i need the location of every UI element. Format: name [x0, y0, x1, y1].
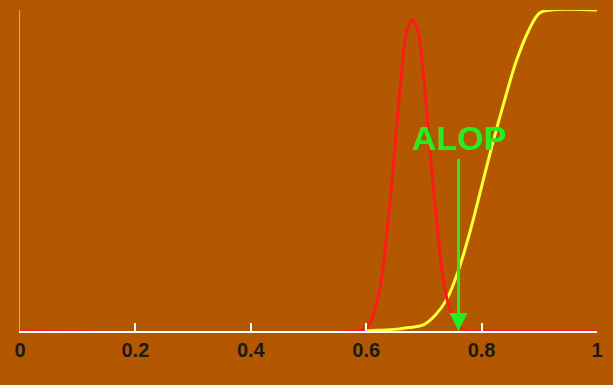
svg-text:0.8: 0.8	[468, 339, 496, 361]
svg-text:ALOP: ALOP	[412, 119, 506, 157]
svg-text:0: 0	[14, 339, 25, 361]
svg-text:0.4: 0.4	[237, 339, 266, 361]
svg-text:0.2: 0.2	[121, 339, 149, 361]
svg-text:0.6: 0.6	[352, 339, 380, 361]
svg-text:1: 1	[591, 339, 602, 361]
